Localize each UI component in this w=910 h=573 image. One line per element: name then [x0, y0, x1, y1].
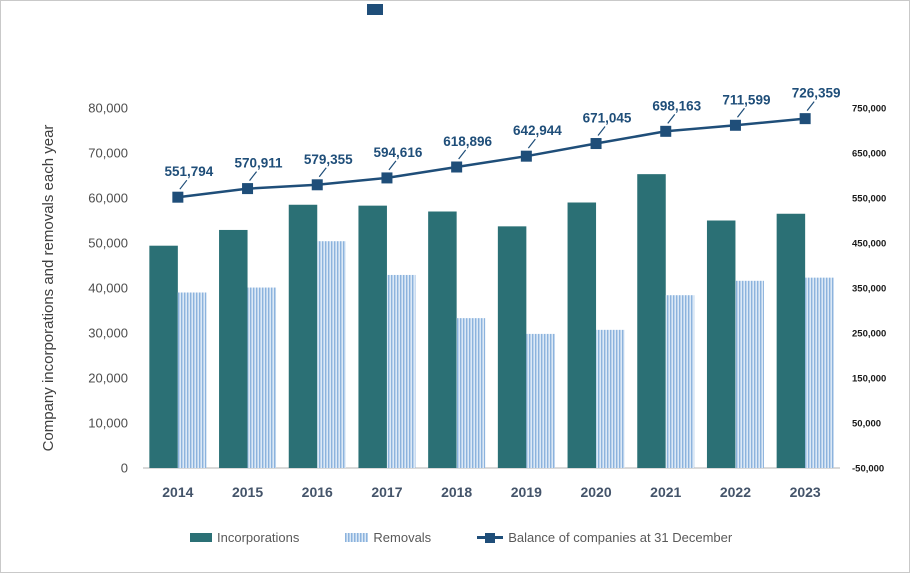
balance-data-label-2015: 570,911	[235, 156, 284, 171]
balance-data-label-2018: 618,896	[443, 134, 492, 149]
balance-label-leader-2022	[736, 107, 745, 118]
balance-marker-2020	[590, 138, 602, 150]
removals-swatch-icon	[345, 533, 369, 542]
x-tick-2018: 2018	[441, 484, 472, 500]
balance-marker-2019	[520, 150, 532, 162]
bar-incorporations-2019	[497, 226, 527, 468]
y-tick-left-60000: 60,000	[88, 191, 128, 206]
bar-removals-2023	[805, 277, 834, 468]
y-tick-right-250000: 250,000	[852, 329, 886, 340]
y-tick-right-550000: 550,000	[852, 194, 886, 205]
legend-label-balance: Balance of companies at 31 December	[508, 530, 733, 545]
y-tick-left-40000: 40,000	[88, 281, 128, 296]
legend-item-balance: Balance of companies at 31 December	[477, 530, 732, 545]
bar-removals-2018	[456, 318, 486, 468]
y-tick-left-70000: 70,000	[88, 146, 128, 161]
x-tick-2015: 2015	[232, 484, 263, 500]
balance-label-leader-2018	[458, 149, 467, 160]
balance-marker-2014	[172, 191, 184, 203]
balance-data-label-2022: 711,599	[722, 92, 770, 107]
balance-label-leader-2017	[388, 160, 397, 171]
x-tick-2016: 2016	[302, 484, 333, 500]
balance-label-leader-2016	[318, 167, 327, 178]
balance-label-leader-2023	[806, 101, 815, 112]
bar-incorporations-2018	[428, 211, 457, 468]
balance-line	[177, 117, 806, 199]
y-tick-left-0: 0	[121, 461, 128, 476]
balance-label-leader-2021	[667, 113, 676, 124]
legend-item-removals: Removals	[345, 530, 431, 545]
balance-marker-2023	[799, 113, 811, 125]
legend: Incorporations Removals Balance of compa…	[190, 530, 732, 545]
balance-marker-2018	[451, 161, 463, 173]
bar-removals-2016	[317, 241, 346, 468]
x-tick-2017: 2017	[371, 484, 402, 500]
x-tick-2020: 2020	[580, 484, 611, 500]
x-tick-2014: 2014	[162, 484, 193, 500]
bar-removals-2015	[247, 287, 277, 468]
y-tick-right-50000: 50,000	[852, 419, 881, 430]
balance-marker-2021	[660, 125, 672, 137]
balance-line-marker-icon	[477, 532, 504, 543]
y-tick-right-750000: 750,000	[852, 104, 886, 115]
bar-incorporations-2020	[567, 202, 597, 468]
y-tick-right-350000: 350,000	[852, 284, 886, 295]
incorporations-swatch-icon	[190, 533, 212, 542]
balance-marker-2022	[729, 119, 741, 131]
bar-removals-2019	[526, 333, 555, 468]
y-tick-left-30000: 30,000	[88, 326, 128, 341]
legend-label-incorporations: Incorporations	[217, 530, 300, 545]
chart-canvas: Company incorporations and removals each…	[40, 86, 886, 500]
balance-label-leader-2014	[179, 179, 188, 190]
bar-removals-2014	[177, 292, 207, 468]
bar-removals-2021	[665, 295, 695, 468]
balance-marker-2016	[311, 179, 323, 191]
bar-incorporations-2021	[637, 174, 666, 468]
x-tick-2023: 2023	[790, 484, 821, 500]
top-decoration-square	[367, 4, 383, 15]
balance-data-label-2019: 642,944	[513, 123, 562, 138]
bar-incorporations-2014	[149, 245, 178, 468]
bar-incorporations-2017	[358, 205, 387, 468]
balance-marker-2017	[381, 172, 393, 184]
bar-incorporations-2016	[288, 204, 318, 468]
balance-data-label-2023: 726,359	[792, 86, 841, 101]
legend-label-removals: Removals	[373, 530, 432, 545]
x-tick-2021: 2021	[650, 484, 681, 500]
y-tick-right--50000: -50,000	[852, 464, 884, 475]
bar-removals-2020	[596, 329, 625, 468]
y-tick-right-450000: 450,000	[852, 239, 886, 250]
y-tick-right-150000: 150,000	[852, 374, 886, 385]
y-tick-left-10000: 10,000	[88, 416, 128, 431]
y-tick-right-650000: 650,000	[852, 149, 886, 160]
x-tick-2019: 2019	[511, 484, 542, 500]
balance-data-label-2014: 551,794	[164, 164, 213, 179]
bar-incorporations-2022	[706, 220, 736, 468]
balance-label-leader-2015	[249, 171, 258, 181]
balance-label-leader-2020	[597, 126, 606, 136]
balance-data-label-2017: 594,616	[374, 145, 423, 160]
balance-data-label-2020: 671,045	[583, 111, 632, 126]
bar-incorporations-2023	[776, 213, 806, 468]
bar-removals-2022	[735, 280, 764, 468]
y-tick-left-20000: 20,000	[88, 371, 128, 386]
bar-removals-2017	[386, 274, 416, 468]
y-axis-title: Company incorporations and removals each…	[40, 125, 57, 452]
balance-marker-2015	[242, 183, 254, 195]
x-tick-2022: 2022	[720, 484, 751, 500]
y-tick-left-50000: 50,000	[88, 236, 128, 251]
balance-data-label-2016: 579,355	[304, 152, 353, 167]
legend-item-incorporations: Incorporations	[190, 530, 299, 545]
balance-data-label-2021: 698,163	[652, 98, 701, 113]
y-tick-left-80000: 80,000	[88, 101, 128, 116]
bar-incorporations-2015	[219, 229, 248, 468]
balance-label-leader-2019	[527, 138, 536, 149]
